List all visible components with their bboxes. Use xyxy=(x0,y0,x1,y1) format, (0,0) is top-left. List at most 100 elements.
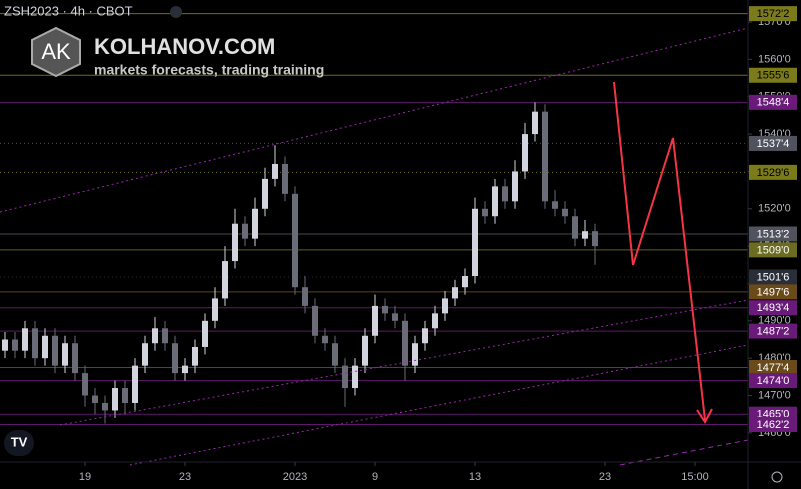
level-label: 1474'0 xyxy=(757,375,790,387)
level-label: 1529'6 xyxy=(757,167,790,179)
candle-body xyxy=(132,365,138,403)
candle-body xyxy=(342,365,348,389)
candle-body xyxy=(442,298,448,314)
forecast-arrowhead xyxy=(696,408,713,424)
level-label: 1497'6 xyxy=(757,286,790,298)
candle-body xyxy=(402,320,408,366)
candle-body xyxy=(352,365,358,389)
candle-body xyxy=(192,346,198,366)
candle-body xyxy=(82,373,88,396)
logo-badge xyxy=(31,26,81,78)
axes: 1460'01470'01480'01490'01500'01510'01520… xyxy=(79,6,797,483)
candle-body xyxy=(222,261,228,299)
tv-logo[interactable] xyxy=(4,430,34,456)
candle-body xyxy=(272,163,278,179)
candle-body xyxy=(382,305,388,314)
plot-area xyxy=(0,13,748,425)
candle-body xyxy=(582,231,588,239)
candle-body xyxy=(62,343,68,366)
candle-body xyxy=(312,305,318,336)
level-label-bg xyxy=(749,373,797,389)
candle-body xyxy=(212,298,218,321)
level-label: 1477'4 xyxy=(757,362,790,374)
candle-body xyxy=(242,223,248,239)
symbol-title: ZSH2023 · 4h · CBOT xyxy=(4,3,133,18)
brand-tagline: markets forecasts, trading training xyxy=(94,62,324,78)
level-label: 1509'0 xyxy=(757,244,790,256)
forecast-path xyxy=(613,81,706,421)
x-tick-label: 15:00 xyxy=(681,471,709,483)
candle-body xyxy=(122,388,128,403)
candle-body xyxy=(182,365,188,374)
candle-body xyxy=(42,335,48,359)
candle-body xyxy=(72,343,78,374)
candle-body xyxy=(492,186,498,217)
x-tick-label: 13 xyxy=(469,471,481,483)
level-label-bg xyxy=(749,164,797,180)
candle-body xyxy=(542,111,548,202)
candle-body xyxy=(462,276,468,288)
settings-icon[interactable] xyxy=(771,471,783,483)
candle-body xyxy=(52,335,58,366)
candle-body xyxy=(522,134,528,172)
candle-body xyxy=(422,328,428,344)
level-label-bg xyxy=(749,360,797,376)
y-tick-label: 1560'0 xyxy=(758,53,791,65)
candle-body xyxy=(412,343,418,366)
candle-body xyxy=(162,328,168,344)
candle-body xyxy=(262,178,268,209)
candle-body xyxy=(112,388,118,411)
x-tick-label: 19 xyxy=(79,471,91,483)
candle-body xyxy=(332,343,338,366)
channel-line xyxy=(0,27,749,213)
candle-body xyxy=(372,305,378,336)
candle-body xyxy=(512,171,518,202)
candle-body xyxy=(552,201,558,209)
candle-body xyxy=(32,328,38,359)
channel-line xyxy=(59,299,749,426)
x-tick-label: 23 xyxy=(599,471,611,483)
candle-body xyxy=(362,335,368,366)
candle-body xyxy=(282,163,288,194)
candle-body xyxy=(432,313,438,329)
candle-body xyxy=(142,343,148,366)
level-label-bg xyxy=(749,226,797,242)
candle-body xyxy=(592,231,598,247)
level-label-bg xyxy=(749,67,797,83)
level-label: 1487'2 xyxy=(757,326,790,338)
candle-body xyxy=(2,339,8,351)
candle-body xyxy=(502,186,508,202)
candle-body xyxy=(482,208,488,217)
candle-body xyxy=(302,287,308,306)
candle-body xyxy=(562,208,568,217)
level-label-bg xyxy=(749,94,797,110)
candle-body xyxy=(232,223,238,262)
level-label: 1493'4 xyxy=(757,302,790,314)
candle-body xyxy=(202,320,208,347)
level-label-bg xyxy=(749,300,797,316)
y-tick-label: 1470'0 xyxy=(758,389,791,401)
x-tick-label: 9 xyxy=(372,471,378,483)
candle-body xyxy=(452,287,458,299)
x-tick-label: 2023 xyxy=(283,471,307,483)
level-label: 1548'4 xyxy=(757,97,790,109)
candle-body xyxy=(292,193,298,288)
candle-body xyxy=(22,328,28,351)
candle-body xyxy=(472,208,478,277)
candle-body xyxy=(572,216,578,239)
level-label-bg xyxy=(749,416,797,432)
candle-body xyxy=(102,402,108,411)
candle-body xyxy=(152,328,158,344)
y-tick-label: 1520'0 xyxy=(758,203,791,215)
level-label-bg xyxy=(749,269,797,285)
logo-text: AK xyxy=(41,39,71,64)
level-label-bg xyxy=(749,284,797,300)
candle-body xyxy=(92,395,98,403)
candle-body xyxy=(12,339,18,351)
candle-body xyxy=(252,208,258,239)
visibility-icon[interactable] xyxy=(170,6,182,18)
level-label: 1572'2 xyxy=(757,8,790,20)
